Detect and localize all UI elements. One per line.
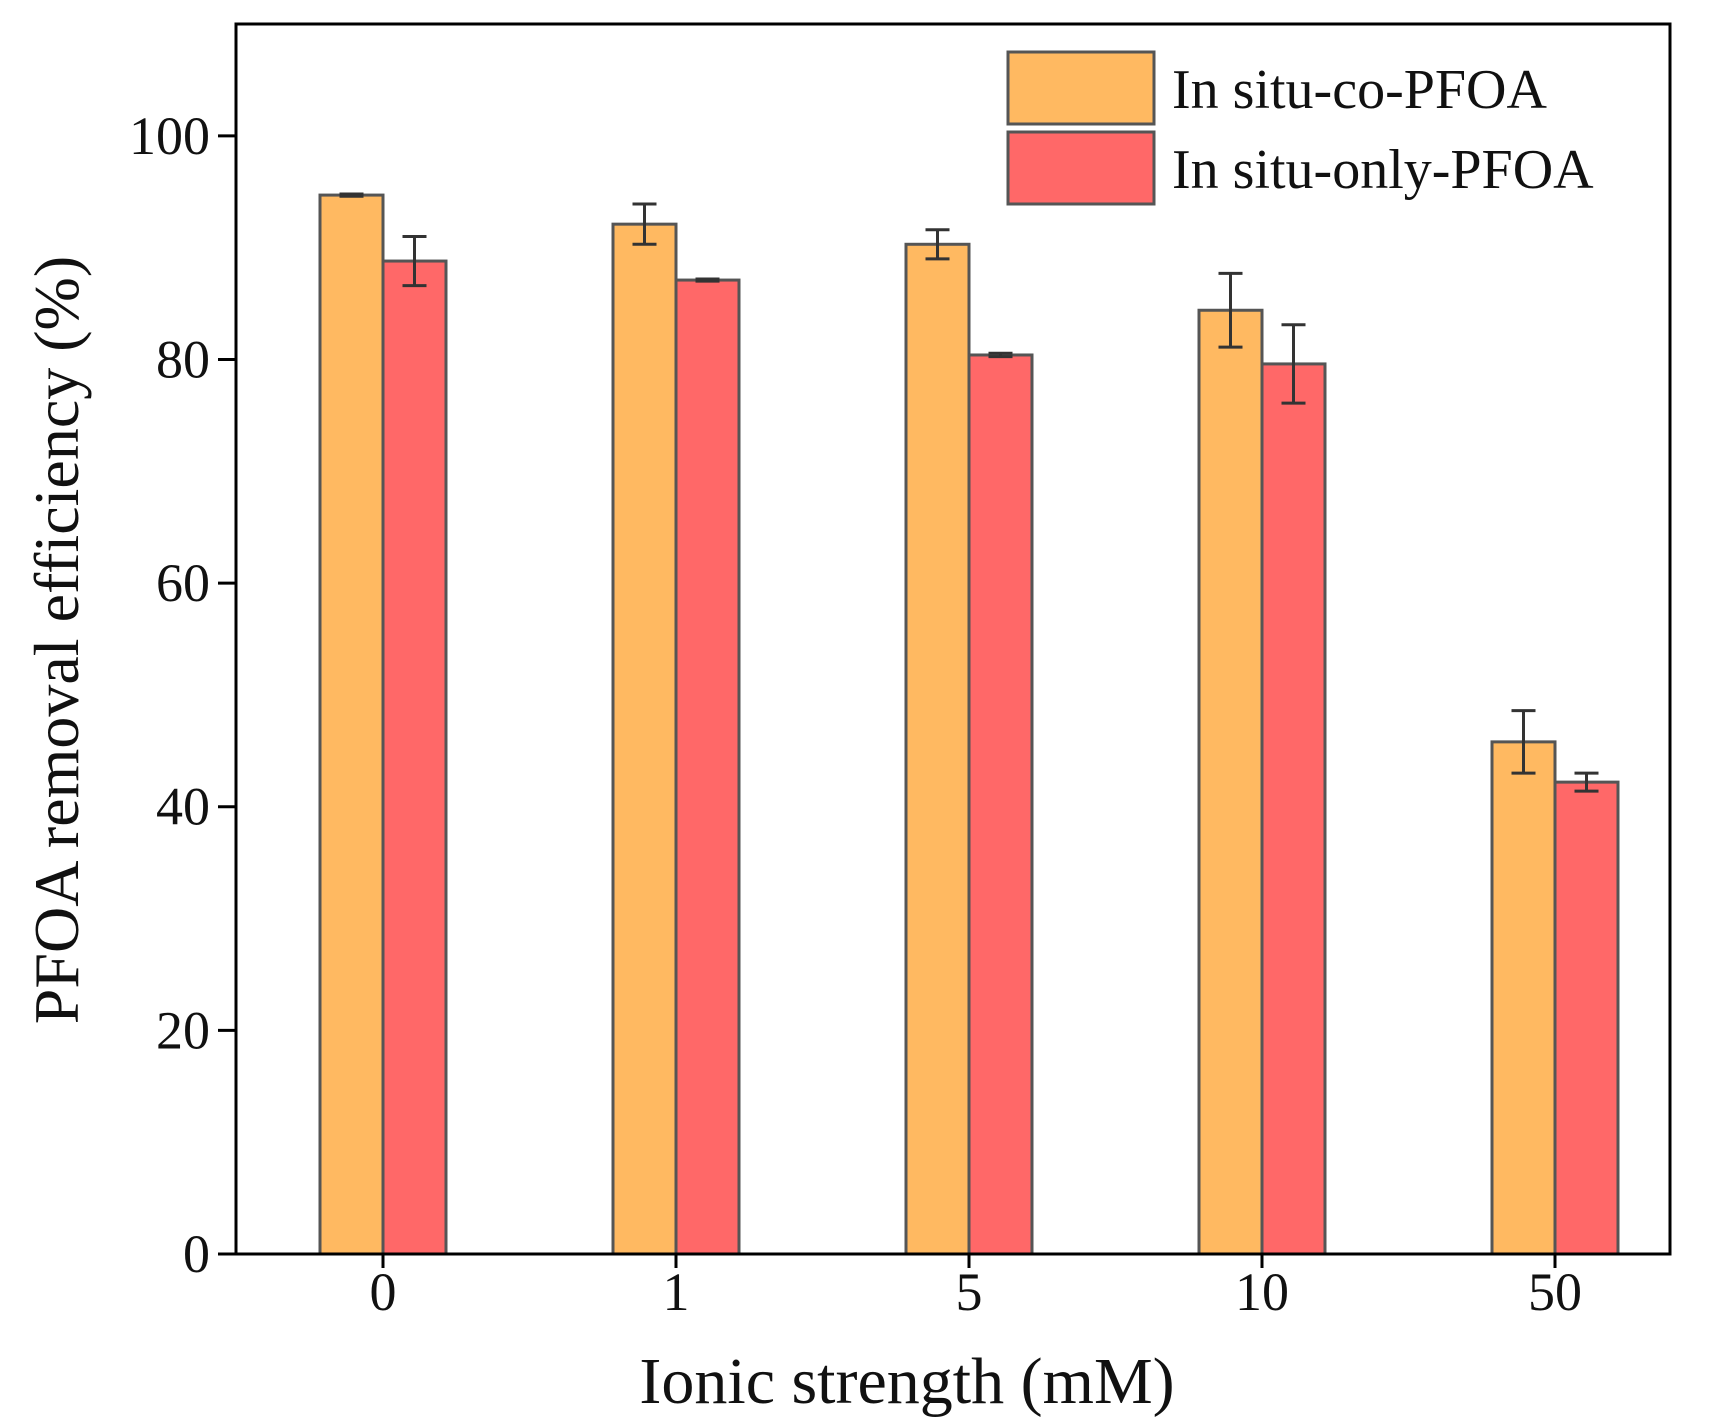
bar-co-10 <box>1197 308 1264 1256</box>
y-tick-label: 60 <box>156 553 210 613</box>
error-bar <box>988 351 1013 359</box>
x-tick-label: 5 <box>956 1262 983 1322</box>
y-tick-label: 20 <box>156 1000 210 1060</box>
bar-only-1 <box>674 278 741 1256</box>
legend: In situ-co-PFOA In situ-only-PFOA <box>1006 50 1594 206</box>
x-tick-label: 50 <box>1528 1262 1582 1322</box>
bar-co-5 <box>904 242 971 1256</box>
error-bar <box>1511 709 1536 775</box>
bar-only-50 <box>1553 780 1620 1256</box>
y-tick-label: 80 <box>156 329 210 389</box>
y-tick-label: 0 <box>183 1224 210 1284</box>
error-bar <box>1281 323 1306 405</box>
y-axis-label: PFOA removal efficiency (%) <box>21 256 92 1024</box>
x-tick-label: 1 <box>663 1262 690 1322</box>
plot-frame <box>234 22 1672 1256</box>
bar-co-50 <box>1490 740 1557 1256</box>
legend-label: In situ-co-PFOA <box>1172 59 1547 121</box>
bar-co-1 <box>611 222 678 1256</box>
y-tick-label: 40 <box>156 777 210 837</box>
axes-layer: 0 20 40 60 80 100 0 1 5 10 50 <box>129 22 1672 1322</box>
bar-only-10 <box>1260 362 1327 1256</box>
x-tick-label: 0 <box>370 1262 397 1322</box>
error-bar <box>1218 271 1243 349</box>
bar-only-0 <box>381 259 448 1256</box>
x-tick-label: 10 <box>1235 1262 1289 1322</box>
y-tick-label: 100 <box>129 106 210 166</box>
error-bar <box>632 202 657 246</box>
error-bar <box>1574 771 1599 793</box>
legend-label: In situ-only-PFOA <box>1172 139 1594 201</box>
error-bar <box>402 234 427 288</box>
error-bar <box>925 228 950 261</box>
error-bar <box>695 277 720 283</box>
bars-layer <box>318 192 1620 1256</box>
error-bar <box>339 192 364 198</box>
legend-swatch <box>1006 130 1156 206</box>
x-axis-label: Ionic strength (mM) <box>639 1345 1174 1418</box>
bar-co-0 <box>318 193 385 1256</box>
legend-swatch <box>1006 50 1156 126</box>
bar-only-5 <box>967 353 1034 1256</box>
